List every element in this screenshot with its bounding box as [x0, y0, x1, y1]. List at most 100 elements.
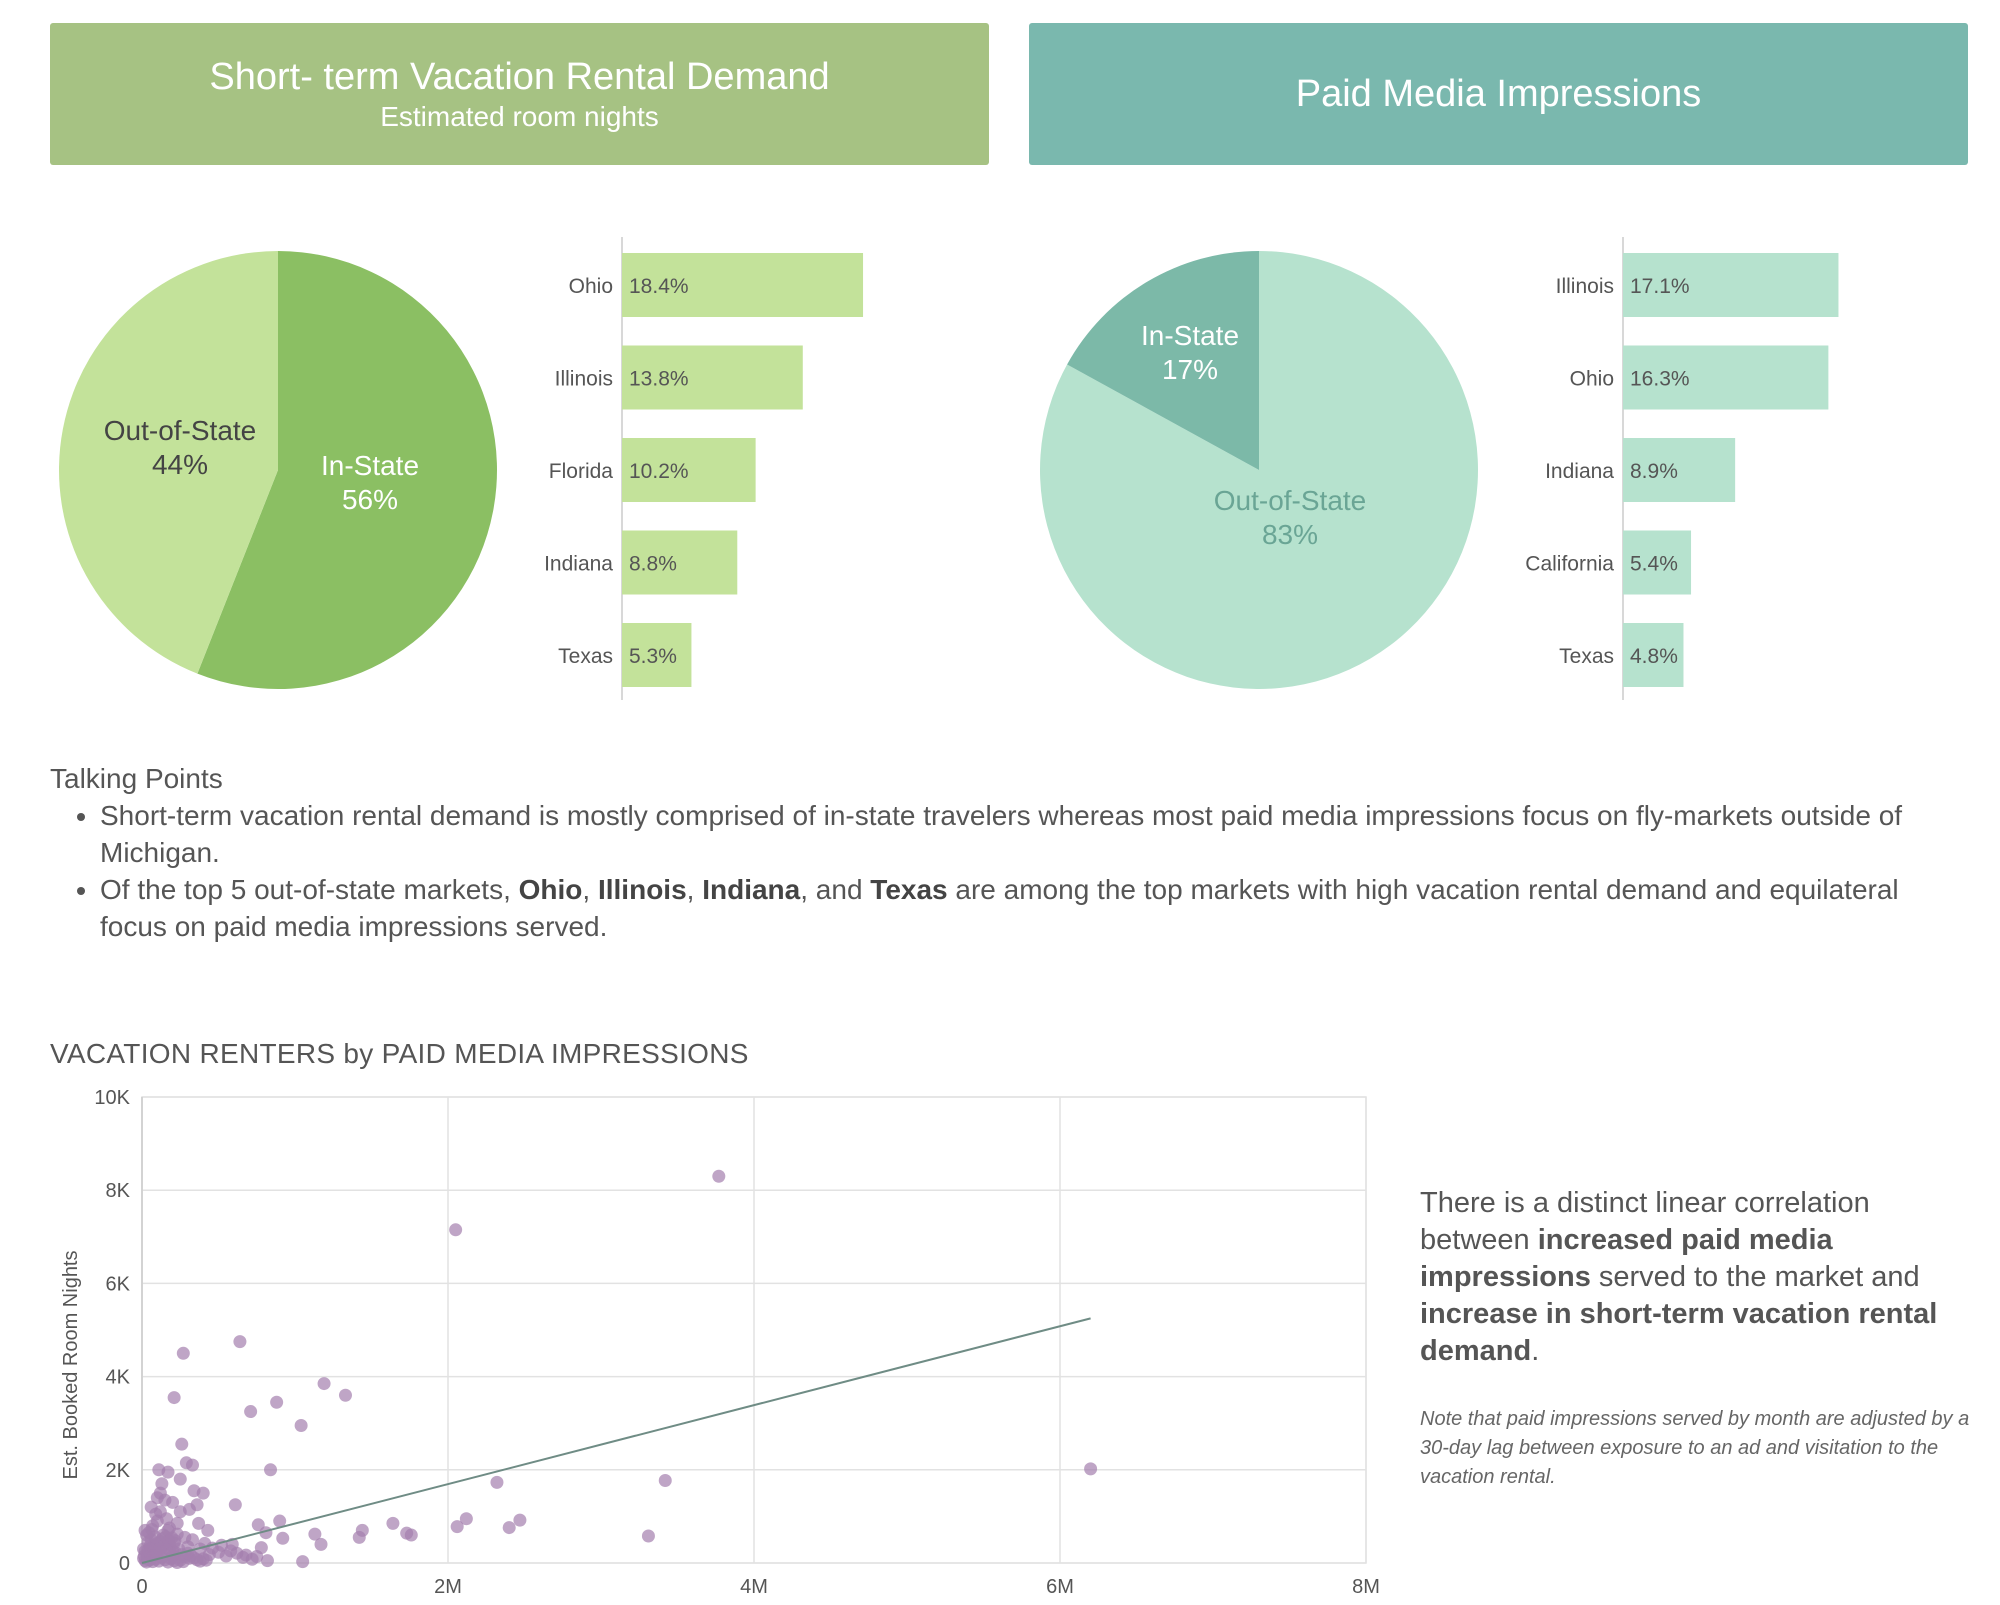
tp2-indiana: Indiana	[702, 874, 801, 905]
scatter-xtick-3: 6M	[1046, 1576, 1074, 1598]
scatter-point	[196, 1486, 210, 1500]
scatter-point	[276, 1531, 290, 1545]
scatter-point	[264, 1463, 278, 1477]
impressions-category-3: California	[1525, 553, 1614, 576]
impressions-banner-title: Paid Media Impressions	[1295, 73, 1702, 115]
scatter-title: VACATION RENTERS by PAID MEDIA IMPRESSIO…	[50, 1038, 749, 1069]
scatter-xtick-2: 4M	[740, 1576, 768, 1598]
demand-bar-0	[622, 253, 864, 317]
talking-point-2: Of the top 5 out-of-state markets, Ohio,…	[100, 871, 1970, 945]
scatter-point	[192, 1516, 206, 1530]
talking-points-heading: Talking Points	[50, 763, 223, 794]
impressions-pie-label-0: Out-of-State	[1214, 485, 1367, 516]
scatter-xtick-1: 2M	[434, 1576, 462, 1598]
impressions-value-2: 8.9%	[1630, 460, 1678, 483]
scatter-point	[167, 1391, 181, 1405]
scatter-point	[270, 1395, 284, 1409]
scatter-point	[144, 1500, 158, 1514]
scatter-xtick-0: 0	[136, 1576, 147, 1598]
scatter-point	[490, 1475, 504, 1489]
demand-category-1: Illinois	[555, 368, 613, 391]
scatter-point	[314, 1537, 328, 1551]
impressions-value-4: 4.8%	[1630, 645, 1678, 668]
tp2-text-4: , and	[800, 874, 871, 905]
impressions-pie-label-1: In-State	[1141, 320, 1239, 351]
scatter-point	[502, 1521, 516, 1535]
scatter-point	[317, 1377, 331, 1391]
demand-category-4: Texas	[558, 645, 613, 668]
scatter-ytick-4: 8K	[106, 1180, 131, 1202]
demand-pie-slice-1	[58, 251, 278, 674]
impressions-value-1: 16.3%	[1630, 368, 1690, 391]
impressions-banner: Paid Media Impressions	[1029, 23, 1968, 165]
demand-value-1: 13.8%	[629, 368, 689, 391]
demand-category-2: Florida	[549, 460, 614, 483]
note-text-3: .	[1531, 1335, 1540, 1367]
note-bold-1: increased paid media impressions	[1420, 1224, 1833, 1293]
tp2-text-5: are among the top markets with high vaca…	[100, 874, 1899, 942]
demand-value-3: 8.8%	[629, 553, 677, 576]
impressions-category-4: Texas	[1559, 645, 1614, 668]
demand-bar-4	[622, 623, 692, 687]
impressions-value-3: 5.4%	[1630, 553, 1678, 576]
scatter-point	[658, 1474, 672, 1488]
demand-category-3: Indiana	[544, 553, 613, 576]
scatter-point	[185, 1458, 199, 1472]
demand-pie-pct-1: 44%	[152, 449, 208, 480]
demand-pie-label-0: In-State	[321, 450, 419, 481]
scatter-point	[228, 1498, 242, 1512]
scatter-point	[386, 1516, 400, 1530]
scatter-xtick-4: 8M	[1352, 1576, 1380, 1598]
scatter-point	[250, 1549, 264, 1563]
tp2-illinois: Illinois	[597, 874, 687, 905]
scatter-point	[239, 1548, 253, 1562]
impressions-value-0: 17.1%	[1630, 275, 1690, 298]
scatter-point	[176, 1346, 190, 1360]
scatter-point	[449, 1223, 463, 1237]
scatter-point	[233, 1335, 247, 1349]
demand-pie-label-1: Out-of-State	[104, 415, 257, 446]
scatter-point	[308, 1527, 322, 1541]
impressions-bar-0	[1623, 253, 1839, 317]
impressions-category-1: Ohio	[1570, 368, 1614, 391]
demand-pie-slice-0	[197, 251, 497, 689]
demand-banner-title: Short- term Vacation Rental Demand	[209, 56, 830, 98]
scatter-point	[201, 1523, 215, 1537]
demand-banner: Short- term Vacation Rental Demand Estim…	[50, 23, 989, 165]
scatter-point	[338, 1388, 352, 1402]
demand-value-0: 18.4%	[629, 275, 689, 298]
impressions-bar-4	[1623, 623, 1684, 687]
demand-category-0: Ohio	[569, 275, 613, 298]
scatter-ytick-0: 0	[119, 1553, 130, 1575]
impressions-category-2: Indiana	[1545, 460, 1614, 483]
tp2-text-1: Of the top 5 out-of-state markets,	[100, 874, 519, 905]
scatter-ytick-5: 10K	[94, 1087, 130, 1109]
scatter-point	[199, 1553, 213, 1567]
scatter-point	[175, 1437, 189, 1451]
impressions-bar-1	[1623, 345, 1829, 410]
tp2-text-3: ,	[686, 874, 703, 905]
scatter-point	[153, 1542, 167, 1556]
note-text-1: There is a distinct linear correlation b…	[1420, 1187, 1870, 1256]
scatter-point	[145, 1522, 159, 1536]
scatter-ytick-3: 6K	[106, 1273, 131, 1295]
scatter-point	[260, 1554, 274, 1568]
note-bold-2: increase in short-term vacation rental d…	[1420, 1298, 1938, 1367]
scatter-point	[459, 1512, 473, 1526]
talking-points: Talking Points Short-term vacation renta…	[50, 760, 1970, 945]
scatter-point	[712, 1169, 726, 1183]
scatter-point	[166, 1495, 180, 1509]
demand-pie-pct-0: 56%	[342, 484, 398, 515]
impressions-bar-2	[1623, 438, 1736, 502]
impressions-bar-3	[1623, 530, 1692, 595]
demand-value-4: 5.3%	[629, 645, 677, 668]
scatter-point	[641, 1529, 655, 1543]
scatter-ytick-1: 2K	[106, 1460, 131, 1482]
tp2-text-2: ,	[582, 874, 598, 905]
scatter-point	[173, 1472, 187, 1486]
demand-bar-2	[622, 438, 756, 502]
impressions-category-0: Illinois	[1556, 275, 1614, 298]
scatter-point	[244, 1405, 258, 1419]
scatter-point	[1084, 1462, 1098, 1476]
